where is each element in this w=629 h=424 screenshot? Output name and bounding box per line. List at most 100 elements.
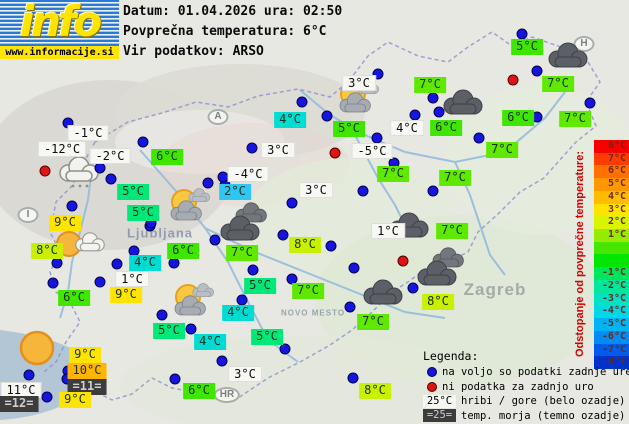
legend-item-text: hribi / gore (belo ozadje) [461, 395, 626, 407]
station-dot-data-available [279, 343, 291, 355]
station-temperature-label: 6°C [167, 243, 199, 259]
station-dot-data-available [407, 282, 419, 294]
city-label: Zagreb [463, 280, 527, 299]
legend-item: na voljo so podatki zadnje ure [423, 365, 629, 379]
legend-item-text: temp. morja (temno ozadje) [461, 409, 626, 422]
country-sign: HR [213, 387, 241, 403]
scale-cell [594, 254, 629, 268]
station-dot-no-data [507, 74, 519, 86]
station-temperature-label: 5°C [153, 323, 185, 339]
station-dot-data-available [409, 109, 421, 121]
country-sign: A [207, 109, 229, 125]
station-temperature-label: 7°C [486, 142, 518, 158]
legend-item: 25°C hribi / gore (belo ozadje) [423, 394, 629, 408]
station-temperature-label: 3°C [342, 75, 376, 91]
station-dot-data-available [185, 323, 197, 335]
station-dot-data-available [202, 177, 214, 189]
station-dot-data-available [23, 369, 35, 381]
station-dot-data-available [584, 97, 596, 109]
station-temperature-label: 8°C [289, 237, 321, 253]
station-temperature-label: 8°C [422, 294, 454, 310]
station-dot-data-available [321, 110, 333, 122]
station-temperature-label: 4°C [194, 334, 226, 350]
station-temperature-label: 4°C [390, 120, 424, 136]
cloud-icon [359, 279, 405, 311]
scale-cell: -2°C [594, 279, 629, 293]
station-temperature-label: 6°C [430, 120, 462, 136]
station-temperature-label: 7°C [542, 76, 574, 92]
station-dot-data-available [41, 391, 53, 403]
station-dot-data-available [286, 273, 298, 285]
legend-red-dot-icon [427, 381, 437, 392]
map-legend: Legenda: na voljo so podatki zadnje ure n… [423, 349, 629, 423]
station-temperature-label: 6°C [151, 149, 183, 165]
station-dot-data-available [473, 132, 485, 144]
cloud2-icon [413, 247, 475, 293]
station-temperature-label: 3°C [261, 142, 295, 158]
legend-item-text: ni podatka za zadnjo uro [442, 380, 594, 393]
station-dot-data-available [325, 240, 337, 252]
station-dot-data-available [216, 355, 228, 367]
station-dot-data-available [94, 162, 106, 174]
fog-icon [54, 155, 106, 195]
sun-icon [17, 328, 57, 372]
station-dot-data-available [105, 173, 117, 185]
suncloud-icon [162, 187, 214, 229]
station-temperature-label: 5°C [511, 39, 543, 55]
scale-cell: -4°C [594, 305, 629, 319]
station-temperature-label: 7°C [226, 245, 258, 261]
sea-temperature-label: =12= [0, 396, 39, 412]
station-temperature-label: 8°C [31, 243, 63, 259]
city-label: NOVO MESTO [280, 308, 346, 318]
station-temperature-label: 6°C [502, 110, 534, 126]
cloud-icon [544, 42, 590, 74]
cloud-icon [439, 89, 485, 121]
station-temperature-label: 1°C [115, 271, 149, 287]
station-dot-data-available [372, 68, 384, 80]
station-temperature-label: 11°C [0, 382, 42, 398]
station-temperature-label: 5°C [333, 121, 365, 137]
station-temperature-label: 5°C [244, 278, 276, 294]
station-temperature-label: 9°C [69, 347, 101, 363]
station-temperature-label: 5°C [251, 329, 283, 345]
data-source-line: Vir podatkov: ARSO [123, 44, 264, 59]
station-temperature-label: 7°C [377, 166, 409, 182]
suncloud-icon [166, 282, 218, 324]
station-dot-data-available [66, 200, 78, 212]
scale-title: Odstopanje od povprečne temperature: [574, 151, 586, 358]
station-dot-data-available [247, 264, 259, 276]
station-dot-data-available [433, 106, 445, 118]
station-temperature-label: 7°C [436, 223, 468, 239]
logo-website-link[interactable]: www.informacije.si [0, 46, 119, 59]
scale-cell: 8°C [594, 140, 629, 153]
station-dot-data-available [168, 257, 180, 269]
station-temperature-label: 1°C [371, 223, 405, 239]
station-dot-no-data [39, 165, 51, 177]
station-dot-data-available [427, 185, 439, 197]
station-temperature-label: 4°C [274, 112, 306, 128]
station-temperature-label: -2°C [89, 148, 131, 164]
scale-cell: -6°C [594, 330, 629, 344]
station-temperature-label: 4°C [222, 305, 254, 321]
deviation-color-scale: 8°C 7°C 6°C 5°C 4°C 3°C 2°C 1°C -1°C -2°C -3°C -4°C… [594, 140, 629, 369]
station-dot-data-available [371, 132, 383, 144]
station-temperature-label: 2°C [219, 184, 251, 200]
legend-blue-dot-icon [427, 367, 437, 377]
country-sign: I [17, 207, 39, 223]
station-temperature-label: 5°C [117, 184, 149, 200]
station-dot-data-available [51, 257, 63, 269]
scale-cell: 4°C [594, 190, 629, 204]
scale-cell: -5°C [594, 318, 629, 331]
station-temperature-label: 5°C [127, 205, 159, 221]
average-temperature-line: Povprečna temperatura: 6°C [123, 24, 327, 39]
scale-cell: -7°C [594, 343, 629, 357]
station-dot-data-available [94, 276, 106, 288]
legend-title: Legenda: [423, 349, 479, 363]
station-dot-data-available [169, 373, 181, 385]
station-temperature-label: 10°C [67, 363, 107, 379]
station-dot-data-available [111, 258, 123, 270]
scale-cell: -1°C [594, 267, 629, 280]
scale-cell: 3°C [594, 203, 629, 217]
station-temperature-label: 7°C [559, 111, 591, 127]
station-dot-data-available [357, 185, 369, 197]
